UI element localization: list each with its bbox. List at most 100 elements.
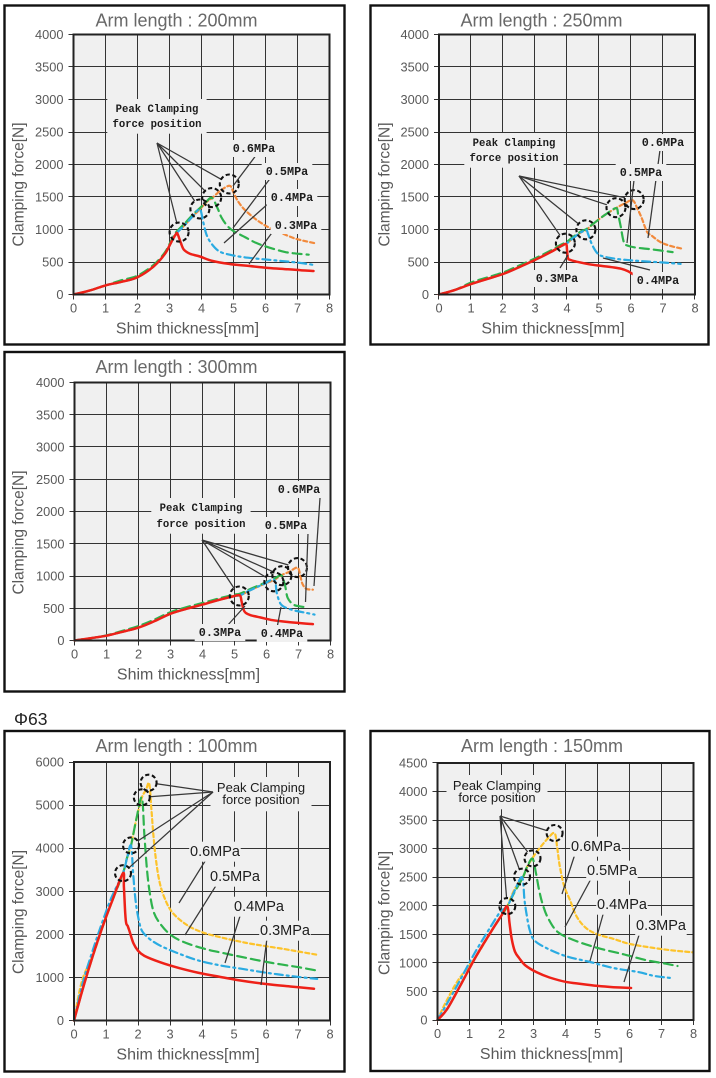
svg-text:1: 1 [102,301,109,316]
svg-text:2: 2 [499,301,506,316]
svg-text:3000: 3000 [401,92,429,107]
svg-text:0: 0 [434,1026,441,1041]
svg-text:Arm length : 100mm: Arm length : 100mm [95,736,257,756]
svg-text:6: 6 [627,301,634,316]
svg-text:500: 500 [408,255,429,270]
svg-text:2000: 2000 [35,157,63,172]
svg-text:7: 7 [658,1026,665,1041]
svg-text:1000: 1000 [35,222,63,237]
svg-text:Shim thickness[mm]: Shim thickness[mm] [116,1047,259,1064]
svg-text:Peak Clamping: Peak Clamping [453,778,541,793]
svg-text:0.5MPa: 0.5MPa [620,166,662,180]
svg-text:5: 5 [594,1026,601,1041]
svg-text:Clamping force[N]: Clamping force[N] [11,850,28,974]
svg-text:force position: force position [458,790,535,805]
svg-text:3500: 3500 [36,407,64,422]
svg-text:Shim thickness[mm]: Shim thickness[mm] [116,321,259,338]
svg-text:0: 0 [435,301,442,316]
svg-text:0.5MPa: 0.5MPa [587,863,638,879]
svg-text:0.6MPa: 0.6MPa [190,844,241,860]
svg-text:0: 0 [71,647,78,662]
svg-text:4000: 4000 [401,27,429,42]
svg-text:500: 500 [43,601,64,616]
svg-text:0: 0 [70,301,77,316]
svg-text:2500: 2500 [36,472,64,487]
svg-text:Peak Clamping: Peak Clamping [217,780,305,795]
svg-text:7: 7 [659,301,666,316]
svg-text:1: 1 [467,301,474,316]
svg-text:3000: 3000 [36,440,64,455]
svg-text:5: 5 [231,647,238,662]
svg-text:0.3MPa: 0.3MPa [260,923,311,939]
svg-text:1500: 1500 [399,927,427,942]
svg-text:Clamping force[N]: Clamping force[N] [11,122,28,246]
svg-text:Φ63: Φ63 [14,709,47,729]
svg-text:6: 6 [262,301,269,316]
svg-text:2000: 2000 [36,504,64,519]
svg-text:2500: 2500 [399,870,427,885]
svg-text:2: 2 [134,1027,141,1042]
svg-text:6: 6 [263,647,270,662]
svg-text:0: 0 [420,1013,427,1028]
svg-text:0.3MPa: 0.3MPa [636,918,687,934]
svg-text:Clamping force[N]: Clamping force[N] [377,122,394,246]
svg-text:Shim thickness[mm]: Shim thickness[mm] [481,321,624,338]
svg-text:0.5MPa: 0.5MPa [210,869,261,885]
svg-text:500: 500 [42,255,63,270]
svg-text:4000: 4000 [399,784,427,799]
svg-text:0.6MPa: 0.6MPa [278,483,320,497]
svg-text:0.4MPa: 0.4MPa [261,627,303,641]
svg-text:3000: 3000 [35,92,63,107]
svg-text:0.3MPa: 0.3MPa [199,626,241,640]
svg-text:0: 0 [56,287,63,302]
svg-text:4: 4 [198,301,205,316]
svg-text:Shim thickness[mm]: Shim thickness[mm] [480,1046,623,1063]
svg-text:4000: 4000 [36,375,64,390]
svg-text:2500: 2500 [401,125,429,140]
svg-text:6000: 6000 [36,755,64,770]
svg-text:1000: 1000 [401,222,429,237]
svg-text:2000: 2000 [36,927,64,942]
svg-text:1: 1 [466,1026,473,1041]
svg-text:force position: force position [222,792,299,807]
svg-text:3: 3 [167,647,174,662]
svg-text:Clamping force[N]: Clamping force[N] [377,851,394,975]
svg-text:1: 1 [102,1027,109,1042]
svg-text:0.3MPa: 0.3MPa [536,272,578,286]
svg-text:0: 0 [422,287,429,302]
svg-text:force position: force position [112,119,201,131]
svg-text:0.5MPa: 0.5MPa [265,519,307,533]
svg-text:0.6MPa: 0.6MPa [642,136,684,150]
svg-text:1500: 1500 [35,190,63,205]
svg-text:Peak Clamping: Peak Clamping [116,104,199,116]
svg-text:8: 8 [691,301,698,316]
svg-text:0.4MPa: 0.4MPa [597,897,648,913]
svg-text:8: 8 [690,1026,697,1041]
svg-text:3500: 3500 [399,813,427,828]
svg-text:5: 5 [230,1027,237,1042]
svg-text:0.4MPa: 0.4MPa [271,191,313,205]
svg-text:3500: 3500 [35,60,63,75]
svg-text:3500: 3500 [401,60,429,75]
svg-text:0.4MPa: 0.4MPa [234,899,285,915]
svg-text:2: 2 [498,1026,505,1041]
svg-text:4000: 4000 [36,841,64,856]
svg-text:3: 3 [530,1026,537,1041]
svg-text:4: 4 [198,1027,205,1042]
svg-text:6: 6 [262,1027,269,1042]
svg-text:Arm length : 200mm: Arm length : 200mm [95,11,257,31]
svg-text:3000: 3000 [399,841,427,856]
svg-text:5: 5 [595,301,602,316]
svg-text:5000: 5000 [36,798,64,813]
svg-text:force position: force position [469,153,558,165]
svg-text:0.4MPa: 0.4MPa [637,274,679,288]
svg-text:1: 1 [103,647,110,662]
svg-text:Peak Clamping: Peak Clamping [160,503,243,515]
svg-text:8: 8 [326,301,333,316]
svg-text:2500: 2500 [35,125,63,140]
svg-text:Arm length : 300mm: Arm length : 300mm [95,357,257,377]
svg-text:0: 0 [57,1013,64,1028]
svg-text:force position: force position [156,519,245,531]
svg-text:Shim thickness[mm]: Shim thickness[mm] [117,667,260,684]
svg-text:3000: 3000 [36,884,64,899]
